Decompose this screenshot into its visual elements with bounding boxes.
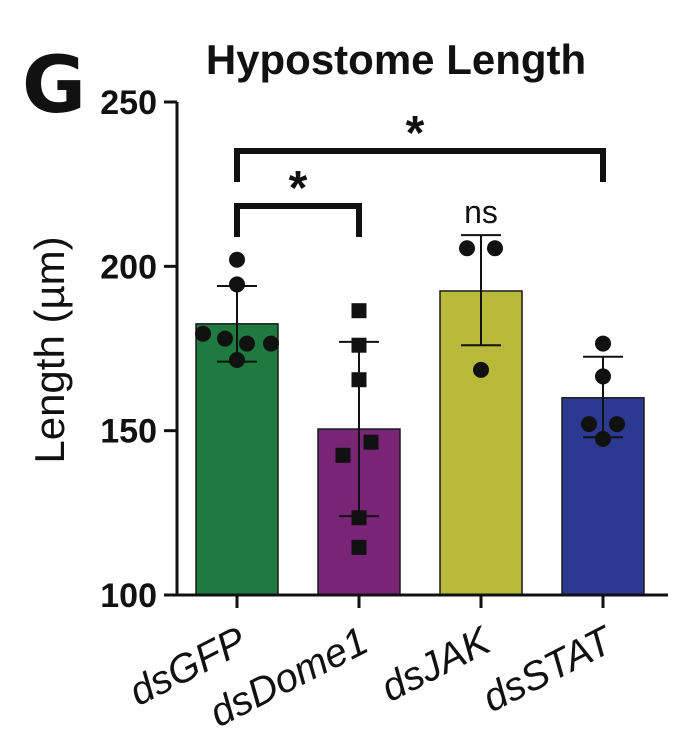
y-axis-label: Length (µm) [26, 236, 73, 463]
significance-bracket [234, 148, 606, 182]
y-tick-label: 150 [100, 413, 157, 451]
data-point [195, 325, 211, 342]
data-point [351, 303, 367, 319]
data-point [595, 368, 611, 385]
data-point [609, 416, 625, 433]
x-tick-label: dsJAK [374, 618, 499, 711]
significance-label: * [406, 107, 425, 160]
x-tick-label: dsSTAT [476, 618, 622, 721]
data-point [351, 539, 367, 555]
data-point [239, 335, 255, 352]
data-point [217, 330, 233, 347]
y-tick-label: 100 [100, 577, 157, 615]
significance-label: ns [464, 194, 498, 230]
chart-title: Hypostome Length [206, 36, 586, 83]
data-point [581, 416, 597, 433]
data-point [459, 240, 475, 257]
panel-label: G [22, 41, 86, 131]
data-point [487, 240, 503, 257]
significance-label: * [289, 162, 308, 215]
data-point [595, 430, 611, 447]
bar [195, 323, 279, 596]
y-tick-label: 250 [100, 84, 157, 122]
data-point [229, 276, 245, 293]
data-point [335, 447, 351, 463]
significance-bracket [234, 203, 362, 237]
data-point [229, 352, 245, 369]
data-point [351, 337, 367, 353]
data-point [351, 510, 367, 526]
data-point [363, 434, 379, 450]
y-tick-label: 200 [100, 248, 157, 286]
data-point [229, 251, 245, 268]
data-point [263, 335, 279, 352]
data-point [473, 361, 489, 378]
data-point [351, 372, 367, 388]
data-point [595, 335, 611, 352]
